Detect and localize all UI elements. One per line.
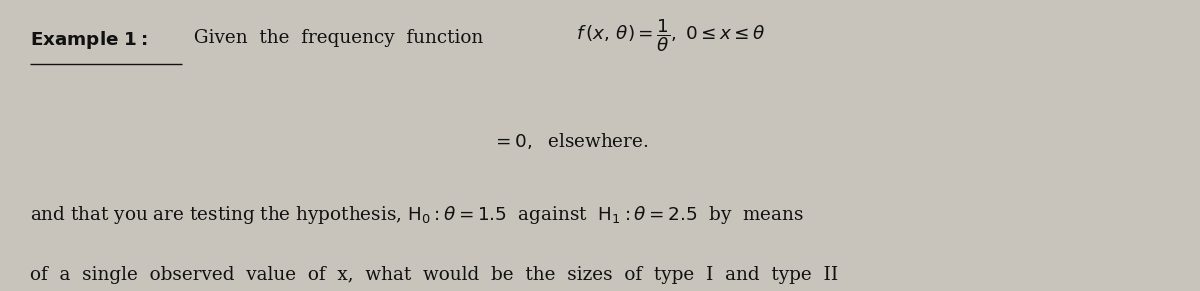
Text: Given  the  frequency  function: Given the frequency function — [187, 29, 488, 47]
Text: $\mathbf{Example\ 1:}$: $\mathbf{Example\ 1:}$ — [30, 29, 148, 51]
Text: $= 0,$  elsewhere.: $= 0,$ elsewhere. — [492, 131, 649, 151]
Text: of  a  single  observed  value  of  x,  what  would  be  the  sizes  of  type  I: of a single observed value of x, what wo… — [30, 266, 839, 284]
Text: $f\,(x,\,\theta) = \dfrac{1}{\theta},\;0 \leq x \leq \theta$: $f\,(x,\,\theta) = \dfrac{1}{\theta},\;0… — [576, 17, 766, 54]
Text: and that you are testing the hypothesis, $\mathrm{H}_0 : \theta = 1.5$  against : and that you are testing the hypothesis,… — [30, 204, 804, 226]
